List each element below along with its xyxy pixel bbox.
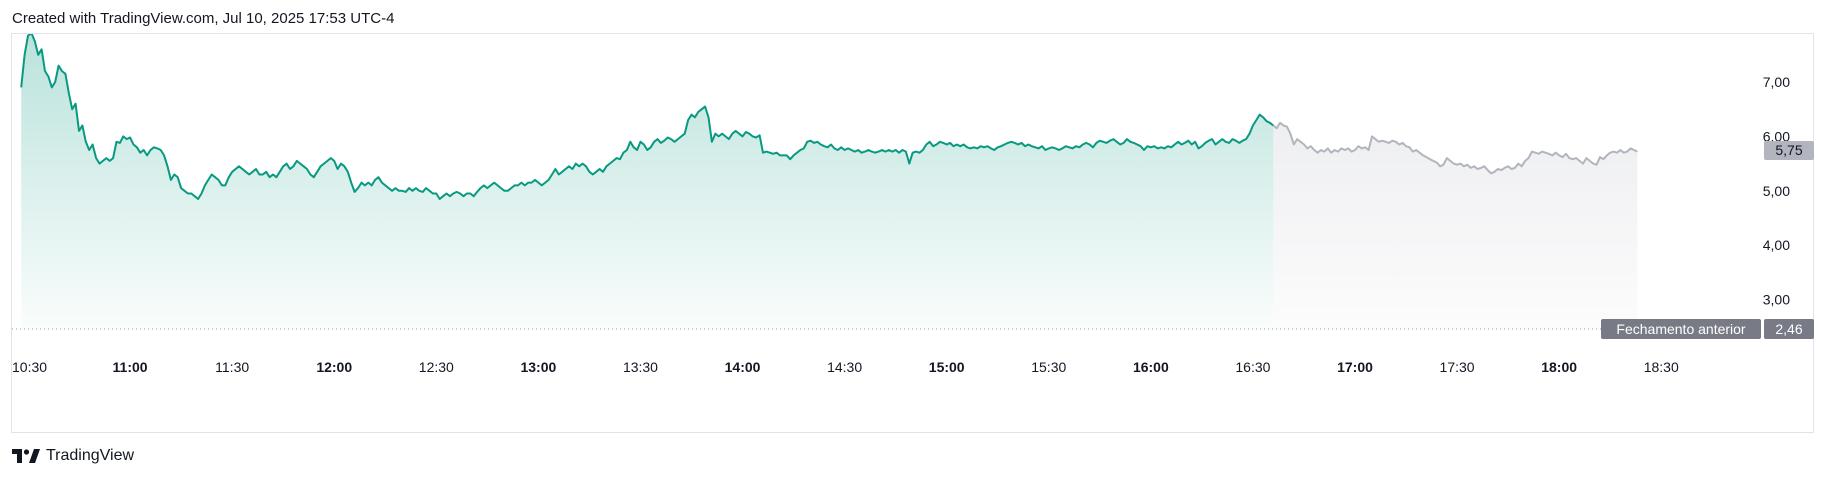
prev-close-value-label: 2,46 [1775, 321, 1802, 337]
regular-session-area [21, 34, 1274, 329]
x-tick-label: 12:30 [419, 359, 454, 375]
y-tick-label: 5,00 [1763, 183, 1790, 199]
chart-frame[interactable]: 7,00 6,00 5,00 4,00 3,00 10:30 11:00 11:30 12:0… [11, 33, 1815, 434]
last-price-label: 5,75 [1775, 142, 1802, 158]
x-tick-label: 14:00 [725, 359, 761, 375]
x-tick-label: 18:30 [1644, 359, 1679, 375]
x-tick-label: 11:30 [215, 359, 249, 375]
x-tick-label: 16:00 [1133, 359, 1169, 375]
y-tick-label: 7,00 [1763, 74, 1790, 90]
chart-attribution: Created with TradingView.com, Jul 10, 20… [12, 10, 395, 27]
x-tick-label: 15:00 [929, 359, 965, 375]
x-tick-label: 10:30 [12, 359, 47, 375]
x-tick-label: 13:30 [623, 359, 658, 375]
regular-session-line [20, 34, 1274, 200]
x-tick-label: 11:00 [113, 359, 148, 375]
x-tick-label: 17:30 [1440, 359, 1475, 375]
x-tick-label: 13:00 [520, 359, 556, 375]
footer-brand[interactable]: TradingView [12, 447, 134, 465]
y-tick-label: 3,00 [1763, 292, 1790, 308]
last-price-badge [1764, 140, 1814, 160]
x-tick-label: 14:30 [827, 359, 862, 375]
x-tick-label: 12:00 [316, 359, 352, 375]
x-tick-label: 16:30 [1235, 359, 1270, 375]
after-hours-area [1273, 122, 1638, 329]
prev-close-name-label: Fechamento anterior [1616, 321, 1746, 337]
price-chart[interactable]: 7,00 6,00 5,00 4,00 3,00 10:30 11:00 11:30 12:0… [12, 34, 1815, 434]
prev-close-name-badge [1601, 319, 1761, 339]
footer-brand-label: TradingView [46, 447, 135, 464]
x-tick-label: 15:30 [1031, 359, 1066, 375]
y-tick-label: 6,00 [1763, 128, 1790, 144]
tradingview-logo-icon [12, 449, 40, 463]
prev-close-value-badge [1764, 319, 1814, 339]
x-tick-label: 17:00 [1337, 359, 1373, 375]
x-tick-label: 18:00 [1541, 359, 1577, 375]
after-hours-line [1272, 121, 1638, 175]
y-tick-label: 4,00 [1763, 237, 1790, 253]
